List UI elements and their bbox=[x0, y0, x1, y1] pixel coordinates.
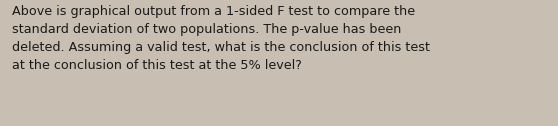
Text: Above is graphical output from a 1-sided F test to compare the
standard deviatio: Above is graphical output from a 1-sided… bbox=[12, 5, 430, 72]
